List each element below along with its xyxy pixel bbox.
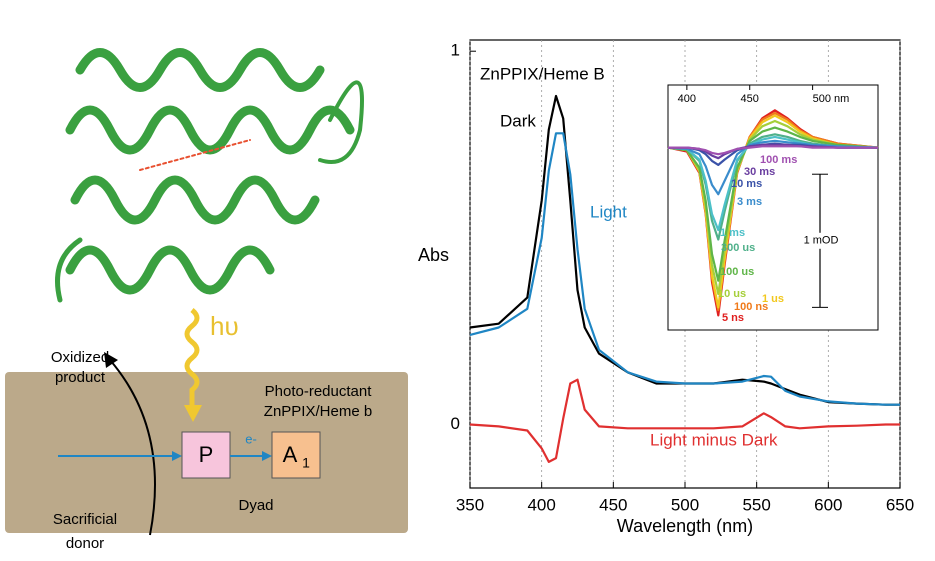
- scale-bar-label: 1 mOD: [804, 235, 839, 247]
- acceptor-subscript: 1: [302, 455, 310, 471]
- series-line: [469, 378, 900, 463]
- light-arrowhead: [184, 405, 202, 422]
- acceptor-label: A: [283, 442, 298, 467]
- series-line: [667, 139, 879, 196]
- reductant-label: Photo-reductant: [265, 383, 373, 400]
- series-label: 3 ms: [737, 196, 762, 208]
- donor-box-label: P: [199, 442, 214, 467]
- y-tick-label: 1: [451, 41, 460, 60]
- series-label: 10 ms: [731, 178, 762, 190]
- x-tick-label: 550: [742, 495, 770, 514]
- x-tick-label: 350: [456, 495, 484, 514]
- series-label: Dark: [500, 111, 536, 130]
- annotation: ZnPPIX/Heme B: [480, 64, 605, 83]
- series-label: 10 us: [718, 288, 746, 300]
- x-tick-label: 600: [814, 495, 842, 514]
- electron-label: e-: [245, 431, 257, 446]
- light-label: hυ: [210, 311, 239, 341]
- main-chart: 350 400 450 500 550 600 650 0 1 Wavelength (nm) Ab…: [418, 39, 914, 536]
- x-tick-label: 450: [741, 93, 759, 105]
- x-tick-label: 650: [886, 495, 914, 514]
- y-axis-label: Abs: [418, 245, 449, 265]
- acceptor-box: [271, 431, 321, 479]
- series-line: [668, 145, 878, 156]
- series-line: [469, 132, 900, 406]
- oxidation-arrowhead: [104, 352, 118, 368]
- product-label: Oxidized: [51, 349, 109, 366]
- protein-structure: [55, 48, 364, 303]
- inset-frame: [667, 84, 879, 331]
- transfer-arrowhead: [262, 451, 272, 461]
- dyad-label: Dyad: [238, 497, 273, 514]
- series-label: Light: [590, 202, 627, 221]
- donor-label: Sacrificial: [53, 511, 117, 528]
- product-label: product: [55, 369, 106, 386]
- series-label: 1 ms: [720, 227, 745, 239]
- series-label: 300 us: [721, 242, 755, 254]
- series-label: 100 us: [720, 266, 754, 278]
- x-tick-label: 400: [527, 495, 555, 514]
- series-label: 100 ns: [734, 301, 768, 313]
- x-tick-label: 500 nm: [813, 93, 850, 105]
- series-label: 30 ms: [744, 166, 775, 178]
- x-tick-label: 500: [671, 495, 699, 514]
- x-axis-label: Wavelength (nm): [617, 516, 753, 536]
- scale-bar-label-bg: [800, 232, 842, 249]
- x-tick-label: 450: [599, 495, 627, 514]
- series-label: Light minus Dark: [650, 430, 778, 449]
- series-label: 1 us: [762, 293, 784, 305]
- electron-arrowhead: [172, 451, 182, 461]
- x-tick-label: 400: [678, 93, 696, 105]
- series-line: [667, 126, 879, 282]
- schematic: hυ Oxidized product Photo-reductant ZnPP…: [5, 308, 408, 552]
- donor-label: donor: [66, 535, 104, 552]
- series-label: 100 ms: [760, 154, 797, 166]
- y-tick-label: 0: [451, 414, 460, 433]
- series-label: 5 ns: [722, 312, 744, 324]
- reductant-label: ZnPPIX/Heme b: [264, 403, 372, 420]
- light-arrow: [184, 308, 200, 410]
- oxidation-arrow: [109, 359, 156, 536]
